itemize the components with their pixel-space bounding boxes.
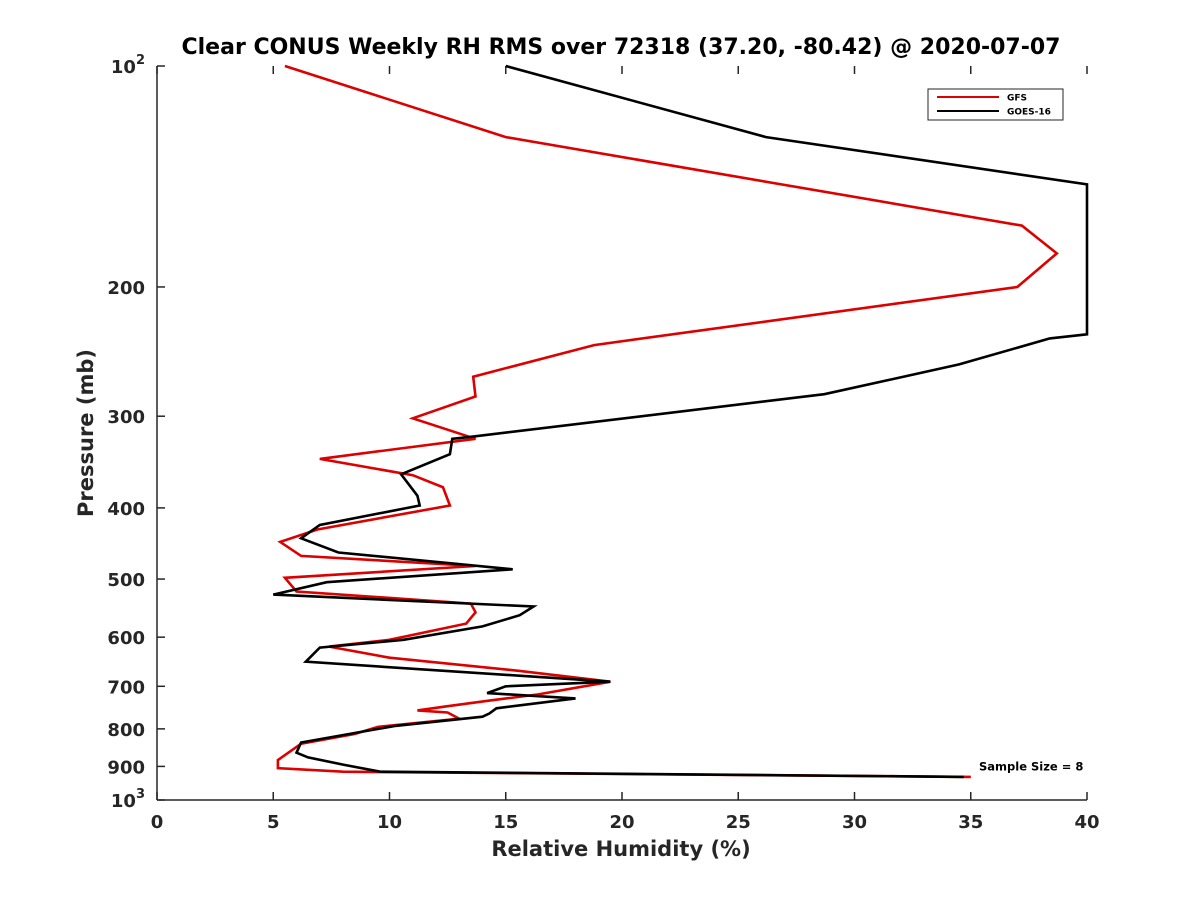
x-tick-label: 10 xyxy=(377,812,402,833)
y-tick-base: 300 xyxy=(107,407,145,428)
legend-label-gfs: GFS xyxy=(1007,94,1027,104)
x-tick-label: 25 xyxy=(726,812,751,833)
y-tick-label: 700 xyxy=(107,677,145,698)
y-tick-base: 600 xyxy=(107,628,145,649)
legend-label-goes16: GOES-16 xyxy=(1007,108,1051,118)
y-tick-base: 10 xyxy=(111,57,136,78)
y-tick-label: 300 xyxy=(107,407,145,428)
x-tick-label: 15 xyxy=(493,812,518,833)
y-tick-label: 400 xyxy=(107,499,145,520)
x-tick-label: 35 xyxy=(958,812,983,833)
y-tick-label: 200 xyxy=(107,278,145,299)
y-tick-base: 200 xyxy=(107,278,145,299)
x-ticks: 0 5 10 15 20 25 30 35 40 xyxy=(151,66,1100,833)
x-tick-label: 40 xyxy=(1074,812,1099,833)
y-tick-base: 500 xyxy=(107,570,145,591)
y-tick-label: 500 xyxy=(107,570,145,591)
series-line-gfs xyxy=(276,64,1059,779)
legend: GFS GOES-16 xyxy=(927,88,1064,121)
x-tick-label: 20 xyxy=(609,812,634,833)
y-tick-label: 103 xyxy=(111,787,145,812)
y-tick-label: 900 xyxy=(107,757,145,778)
y-tick-exponent: 3 xyxy=(136,787,145,802)
y-tick-base: 900 xyxy=(107,757,145,778)
axes xyxy=(156,66,1087,801)
series-layer xyxy=(273,64,1089,779)
y-tick-label: 600 xyxy=(107,628,145,649)
y-tick-label: 800 xyxy=(107,720,145,741)
chart-title: Clear CONUS Weekly RH RMS over 72318 (37… xyxy=(182,35,1061,60)
y-tick-base: 400 xyxy=(107,499,145,520)
y-tick-label: 102 xyxy=(111,53,145,78)
y-tick-exponent: 2 xyxy=(136,53,145,68)
legend-box xyxy=(927,88,1064,121)
y-tick-base: 700 xyxy=(107,677,145,698)
sample-size-annotation: Sample Size = 8 xyxy=(979,759,1083,773)
y-tick-base: 10 xyxy=(111,791,136,812)
x-tick-label: 5 xyxy=(267,812,280,833)
y-tick-base: 800 xyxy=(107,720,145,741)
x-axis-label: Relative Humidity (%) xyxy=(491,837,750,861)
x-tick-label: 0 xyxy=(151,812,164,833)
y-axis-label: Pressure (mb) xyxy=(74,349,98,517)
series-line-goes16 xyxy=(273,64,1089,779)
x-tick-label: 30 xyxy=(842,812,867,833)
